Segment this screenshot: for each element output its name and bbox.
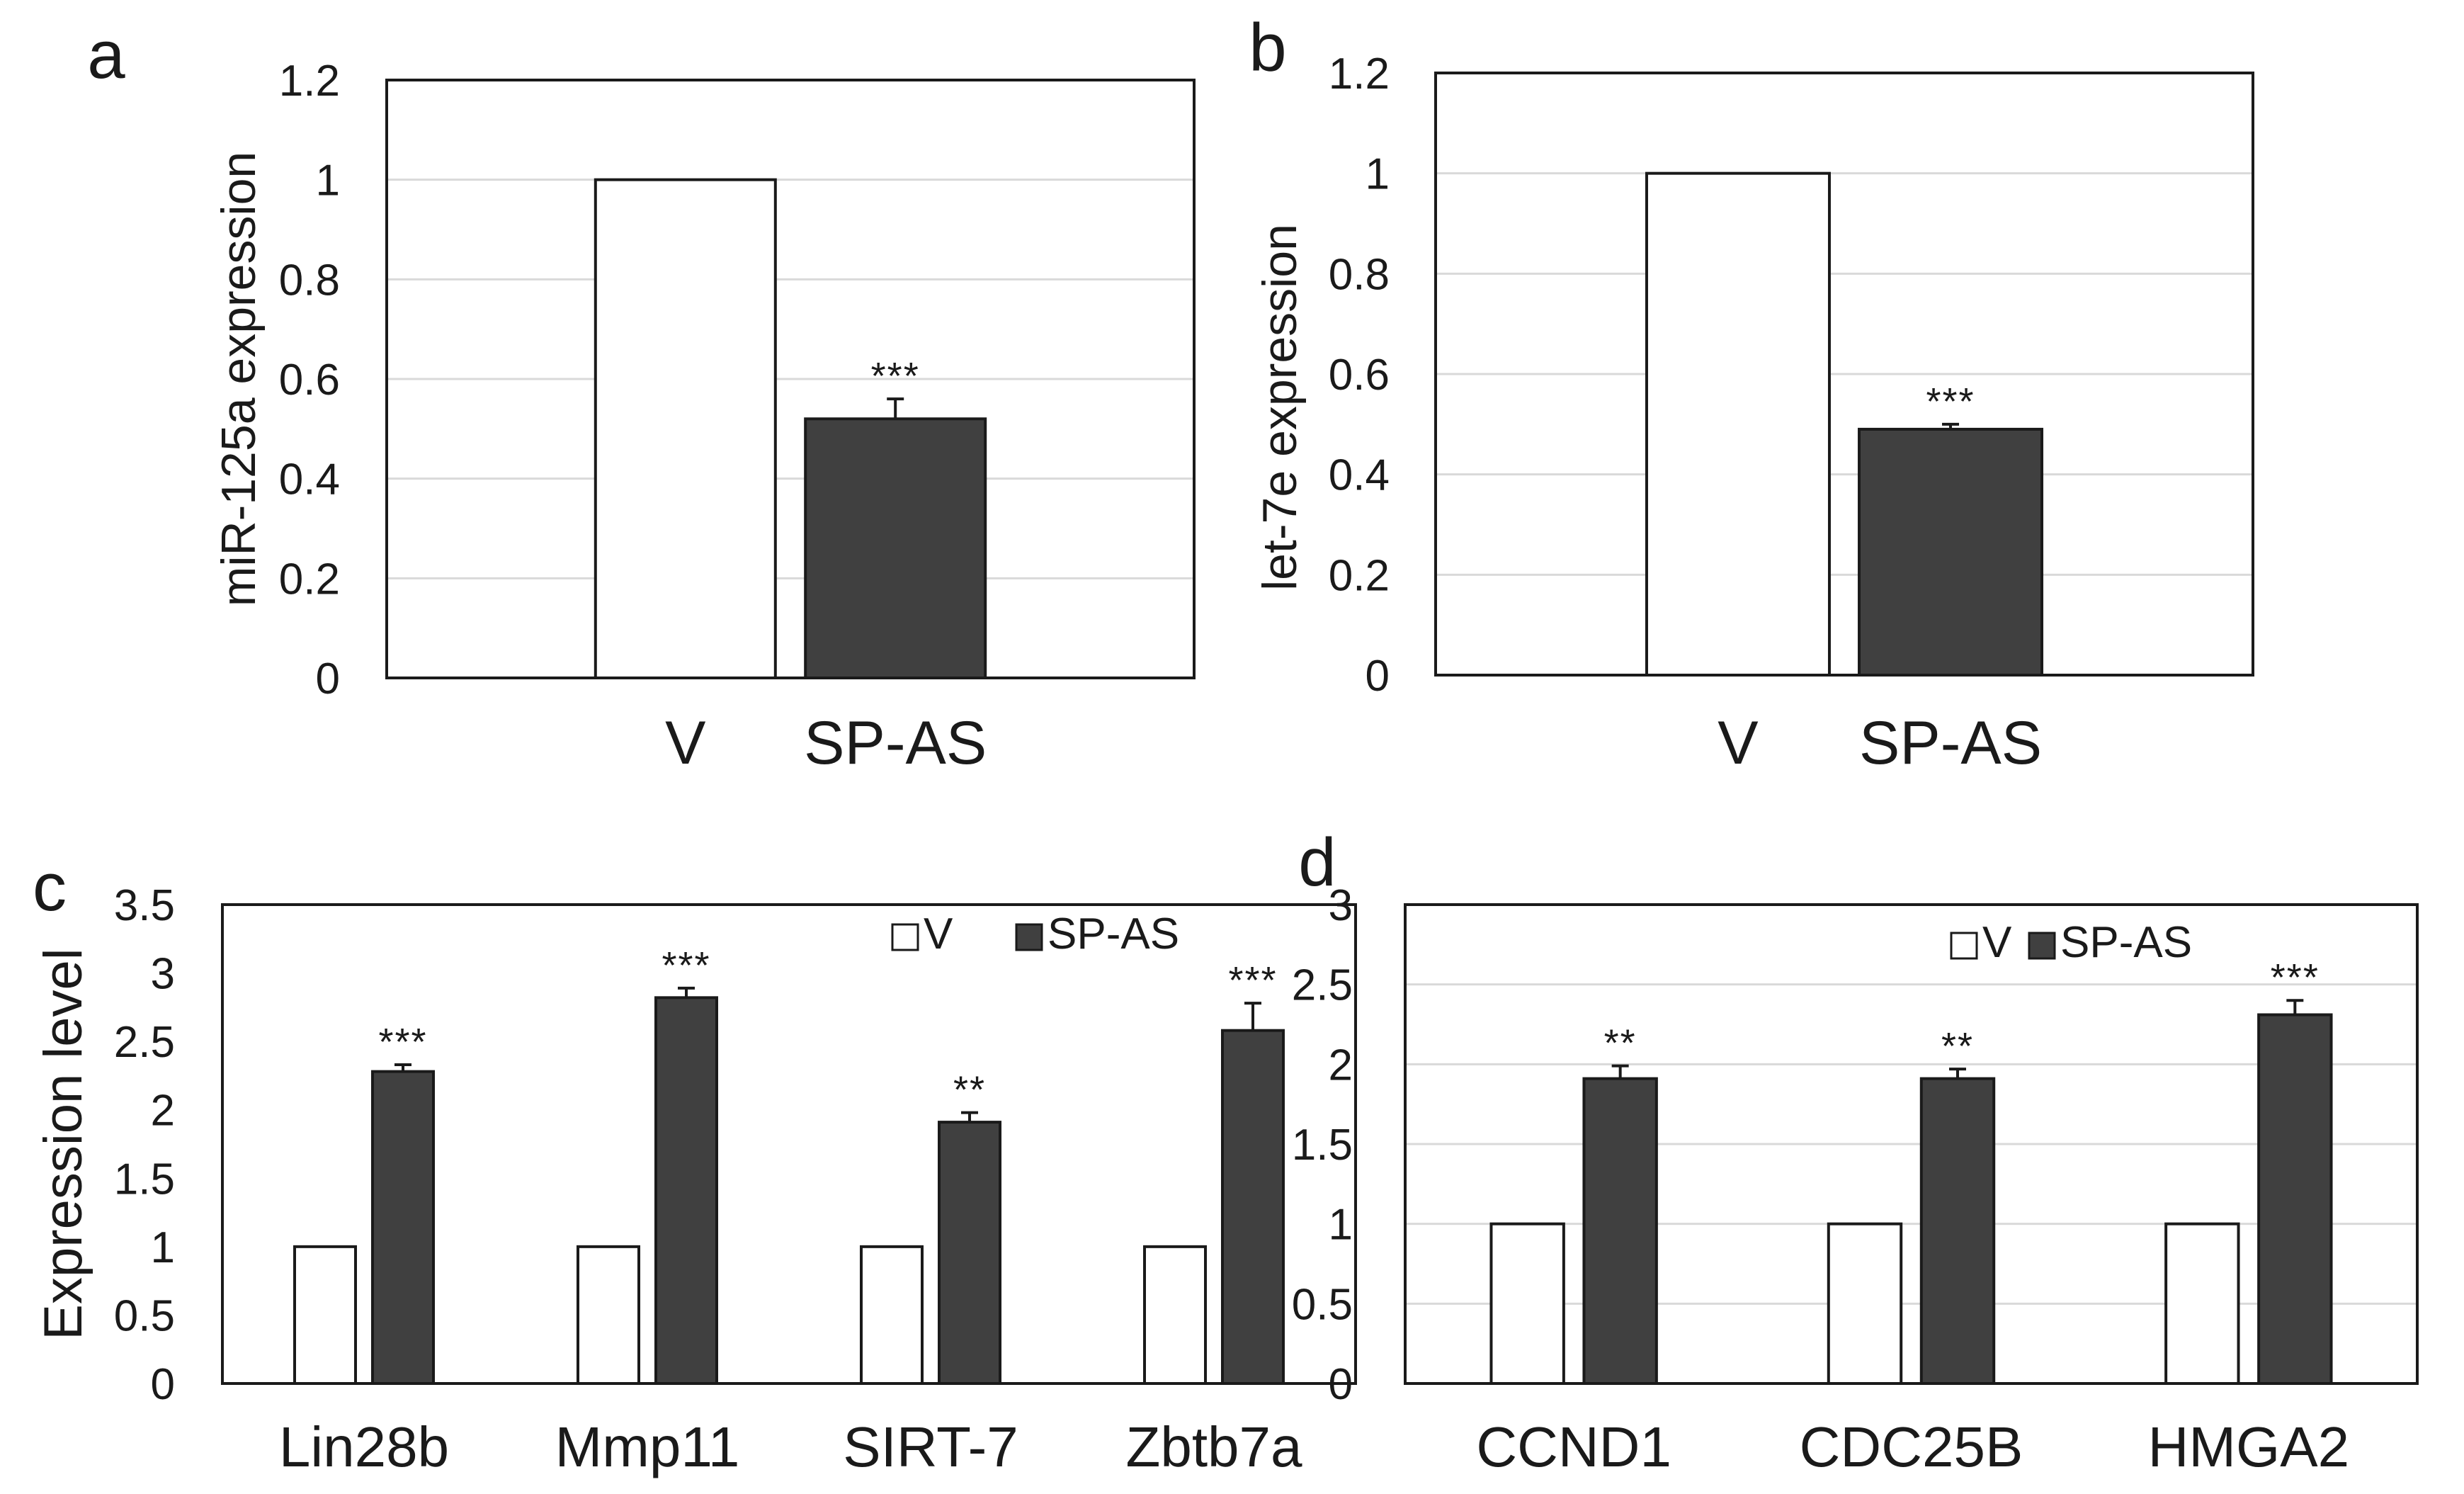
bar <box>1645 171 1831 677</box>
x-category-label: Zbtb7a <box>1125 1415 1302 1478</box>
y-tick-label: 0.2 <box>1329 551 1390 600</box>
significance-label: *** <box>2271 956 2320 999</box>
plot-frame <box>385 79 1196 679</box>
x-category-label: SIRT-7 <box>843 1415 1018 1478</box>
panel-b-letter: b <box>1249 10 1286 86</box>
y-tick-label: 0.6 <box>279 356 340 404</box>
bar <box>804 417 987 679</box>
x-category-label: HMGA2 <box>2148 1415 2350 1478</box>
y-tick-label: 0.2 <box>279 555 340 604</box>
y-tick-label: 1.2 <box>1329 50 1390 98</box>
y-axis-label: let-7e expression <box>1253 224 1307 591</box>
y-tick-label: 0.4 <box>279 455 340 504</box>
significance-label: ** <box>1604 1022 1637 1065</box>
y-tick-label: 2.5 <box>1292 961 1353 1010</box>
y-tick-label: 2 <box>1329 1041 1353 1090</box>
y-tick-label: 1 <box>1366 150 1390 199</box>
y-tick-label: 0 <box>151 1360 175 1409</box>
y-tick-label: 2 <box>151 1087 175 1136</box>
x-category-label: V <box>1718 709 1758 777</box>
y-axis-label: Expression level <box>33 948 93 1340</box>
bar-sp-as <box>2257 1013 2333 1385</box>
legend-swatch <box>1015 923 1043 951</box>
significance-label: *** <box>1228 959 1277 1002</box>
significance-label: *** <box>871 355 920 397</box>
bar-sp-as <box>938 1121 1001 1386</box>
bar-v <box>577 1245 640 1386</box>
y-tick-label: 2.5 <box>114 1018 175 1067</box>
significance-label: ** <box>953 1069 986 1111</box>
y-tick-label: 0 <box>316 655 340 703</box>
y-tick-label: 0.5 <box>1292 1280 1353 1329</box>
legend-label: SP-AS <box>2060 918 2192 967</box>
significance-label: *** <box>1926 380 1975 423</box>
bar-v <box>1489 1222 1565 1385</box>
bar-sp-as <box>1919 1077 1996 1385</box>
legend-label: SP-AS <box>1048 910 1179 958</box>
y-tick-label: 3.5 <box>114 881 175 930</box>
x-category-label: SP-AS <box>804 709 987 777</box>
y-tick-label: 0.8 <box>279 256 340 305</box>
significance-label: *** <box>378 1021 427 1063</box>
significance-label: ** <box>1941 1025 1974 1068</box>
y-tick-label: 1 <box>316 157 340 205</box>
bar <box>1858 427 2044 677</box>
plot-frame <box>221 903 1357 1385</box>
x-category-label: V <box>665 709 705 777</box>
y-tick-label: 0 <box>1366 652 1390 701</box>
y-tick-label: 1.2 <box>279 57 340 106</box>
y-tick-label: 0.8 <box>1329 250 1390 299</box>
x-category-label: SP-AS <box>1859 709 2042 777</box>
legend-swatch <box>1950 932 1978 960</box>
bar-v <box>860 1245 924 1386</box>
x-category-label: Lin28b <box>279 1415 449 1478</box>
bar-v <box>1143 1245 1207 1386</box>
y-tick-label: 0.6 <box>1329 351 1390 400</box>
bar-sp-as <box>654 996 718 1385</box>
y-tick-label: 0.4 <box>1329 451 1390 500</box>
plot-frame <box>1404 903 2419 1385</box>
y-tick-label: 1 <box>1329 1201 1353 1250</box>
y-tick-label: 3 <box>151 950 175 999</box>
significance-label: *** <box>662 944 710 987</box>
panel-a-letter: a <box>87 17 125 93</box>
bar-v <box>2164 1222 2240 1385</box>
x-category-label: CDC25B <box>1800 1415 2023 1478</box>
panel-c-letter: c <box>33 849 67 925</box>
panel-d-letter: d <box>1298 825 1336 900</box>
y-tick-label: 1 <box>151 1223 175 1272</box>
y-tick-label: 0.5 <box>114 1291 175 1340</box>
y-tick-label: 0 <box>1329 1360 1353 1409</box>
y-axis-label: miR-125a expression <box>212 152 266 607</box>
bar-v <box>1827 1222 1903 1385</box>
bar-sp-as <box>1582 1077 1658 1385</box>
legend-label: V <box>924 910 953 958</box>
bar-sp-as <box>371 1070 435 1385</box>
bar <box>594 178 777 679</box>
x-category-label: Mmp11 <box>555 1415 740 1478</box>
legend-swatch <box>2028 932 2056 960</box>
legend-label: V <box>1982 918 2012 967</box>
bar-sp-as <box>1221 1029 1285 1385</box>
y-tick-label: 3 <box>1329 881 1353 930</box>
legend-swatch <box>891 923 919 951</box>
bar-v <box>293 1245 357 1386</box>
y-tick-label: 1.5 <box>1292 1121 1353 1170</box>
x-category-label: CCND1 <box>1476 1415 1671 1478</box>
y-tick-label: 1.5 <box>114 1155 175 1204</box>
plot-frame <box>1434 72 2254 677</box>
